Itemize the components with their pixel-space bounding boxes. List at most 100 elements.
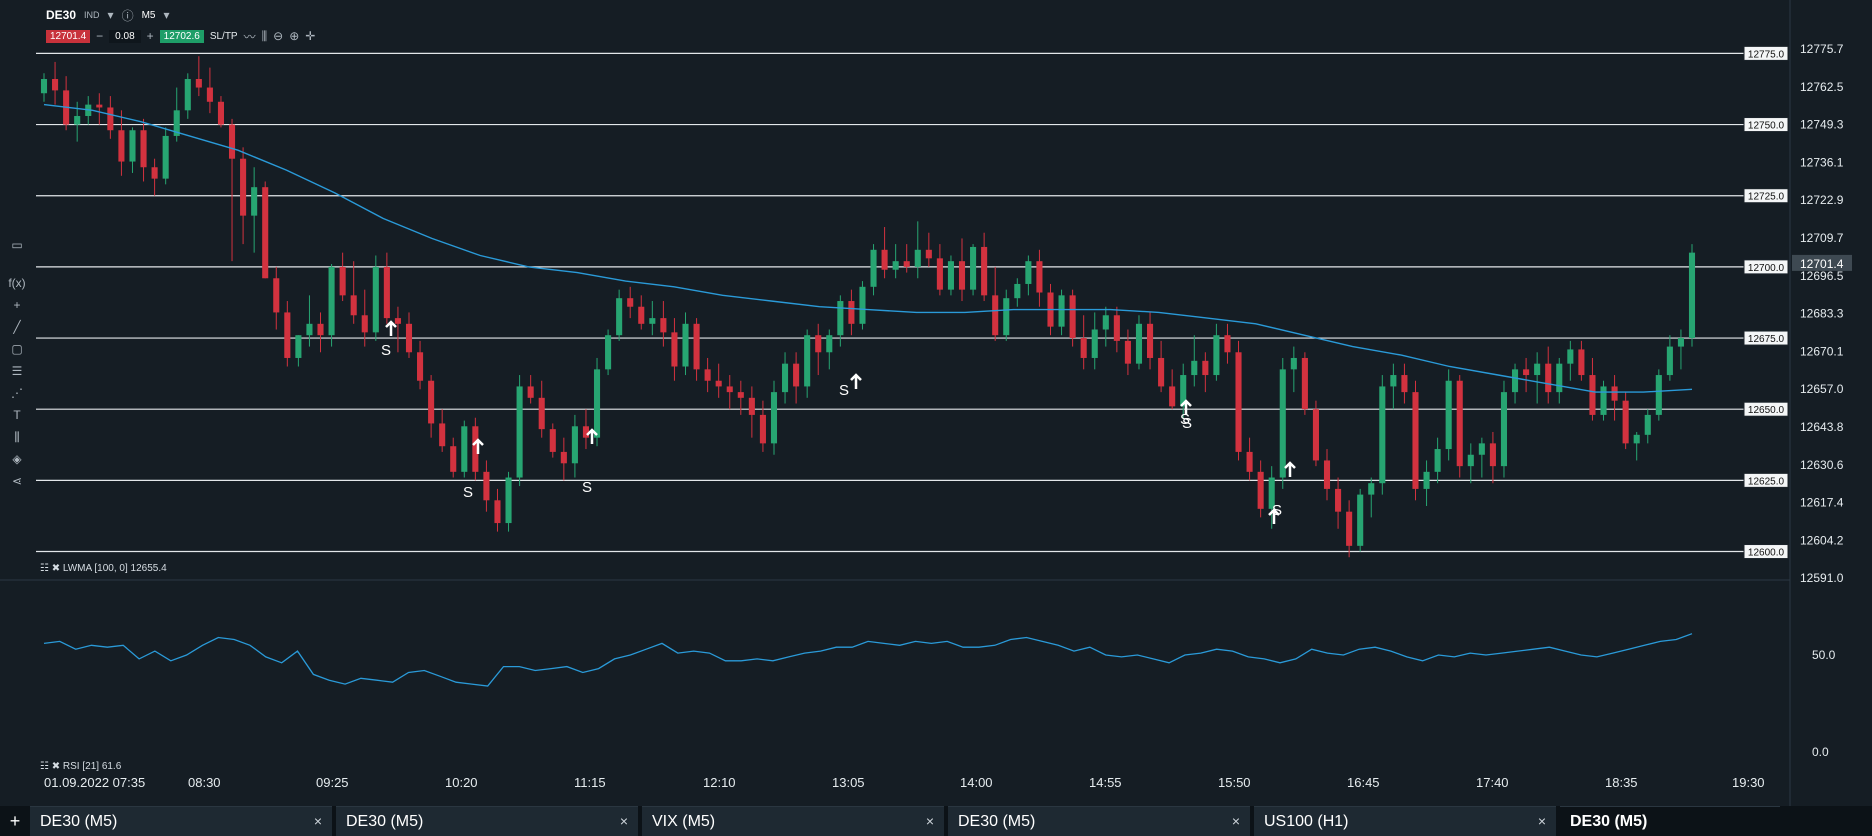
x-tick-label: 09:25 — [316, 775, 349, 790]
x-tick-label: 14:00 — [960, 775, 993, 790]
candle-body — [1113, 315, 1120, 341]
candle-body — [1323, 460, 1331, 489]
candle-body — [1633, 434, 1640, 444]
candle-body — [1346, 511, 1353, 546]
candle-body — [417, 352, 424, 381]
candle-body — [715, 380, 722, 387]
line-chart-icon[interactable]: 〰 — [243, 29, 256, 44]
candle-body — [947, 261, 954, 290]
timeframe-chevron-icon[interactable]: ▾ — [163, 8, 170, 22]
indicator-settings-icon[interactable]: ☷ ✖ — [40, 563, 61, 574]
candle-body — [1036, 261, 1043, 293]
close-icon[interactable]: × — [313, 813, 322, 829]
candle-body — [361, 315, 368, 333]
candle-body — [317, 323, 324, 336]
candle-body — [1257, 471, 1264, 509]
layers-icon[interactable]: ◈ — [12, 452, 22, 466]
candle-body — [748, 397, 755, 415]
volume-decrease-icon[interactable]: − — [96, 29, 104, 43]
fibonacci-tool-icon[interactable]: ☰ — [11, 364, 23, 378]
candle-body — [162, 135, 169, 179]
tab-chart-4[interactable]: DE30 (M5) × — [948, 806, 1250, 836]
candle-body — [1600, 386, 1607, 415]
candle-body — [262, 187, 269, 279]
tab-chart-1[interactable]: DE30 (M5) × — [30, 806, 332, 836]
close-icon[interactable]: × — [925, 813, 934, 829]
candle-body — [793, 363, 800, 387]
zoom-in-icon[interactable]: ⊕ — [289, 29, 300, 43]
candle-body — [328, 266, 335, 336]
price-chart[interactable]: 12775.0 12750.0 12725.0 12700.0 12675.0 12650… — [0, 0, 1872, 806]
close-icon[interactable]: × — [1537, 813, 1546, 829]
candle-body — [1467, 454, 1474, 467]
x-tick-label: 16:45 — [1347, 775, 1380, 790]
indicators-icon[interactable]: ⫼ — [261, 28, 268, 43]
level-label-box — [1743, 544, 1789, 560]
candle-body — [173, 110, 180, 136]
add-tab-icon[interactable]: + — [9, 810, 21, 831]
rsi-label[interactable]: ☷ ✖ RSI [21] 61.6 — [40, 761, 121, 772]
zoom-out-icon[interactable]: ⊖ — [273, 29, 284, 43]
info-icon[interactable]: ⓘ — [121, 8, 134, 23]
y-tick-label: 12617.4 — [1800, 496, 1844, 510]
candle-body — [1644, 414, 1651, 435]
line-tool-icon[interactable]: ╱ — [13, 320, 21, 334]
candle-body — [1423, 471, 1430, 489]
candle-body — [737, 392, 744, 398]
current-price-marker — [1792, 254, 1852, 271]
tab-chart-3[interactable]: VIX (M5) × — [642, 806, 944, 836]
candle-body — [627, 298, 634, 307]
buy-price-button[interactable]: 12702.6 — [159, 29, 204, 43]
close-icon[interactable]: × — [619, 813, 628, 829]
share-icon[interactable]: ⋖ — [11, 474, 23, 488]
text-tool-icon[interactable]: T — [13, 408, 21, 422]
signal-arrow-icon — [1284, 461, 1296, 477]
candle-body — [472, 426, 479, 472]
columns-icon[interactable]: ⫼ — [14, 430, 20, 444]
sell-price-button[interactable]: 12701.4 — [46, 29, 91, 43]
candle-body — [582, 426, 590, 438]
candle-body — [1368, 483, 1375, 495]
level-label-box — [1743, 259, 1789, 275]
screen-icon[interactable]: ▭ — [11, 238, 23, 252]
pitchfork-tool-icon[interactable]: ⋰ — [11, 386, 23, 400]
candle-body — [892, 261, 899, 270]
x-tick-label: 14:55 — [1089, 775, 1122, 790]
tab-label: DE30 (M5) — [958, 812, 1036, 830]
lwma-label[interactable]: ☷ ✖ LWMA [100, 0] 12655.4 — [40, 563, 167, 574]
candle-body — [1135, 323, 1143, 364]
candle-body — [726, 386, 733, 393]
tab-chart-6-active[interactable]: DE30 (M5) — [1560, 806, 1780, 836]
symbol-name[interactable]: DE30 — [46, 8, 77, 22]
y-tick-label: 12775.7 — [1800, 42, 1844, 56]
candle-body — [958, 261, 966, 290]
function-icon[interactable]: f(x) — [8, 276, 26, 290]
chart-tabs: + DE30 (M5) × DE30 (M5) × VIX (M5) × DE30 (… — [0, 806, 1872, 836]
candle-body — [1069, 295, 1076, 339]
symbol-dropdown-chevron-icon[interactable]: ▾ — [107, 8, 114, 22]
tab-chart-5[interactable]: US100 (H1) × — [1254, 806, 1556, 836]
rsi-tick-label: 0.0 — [1812, 745, 1829, 759]
volume-increase-icon[interactable]: + — [146, 29, 154, 43]
candle-body — [826, 335, 833, 353]
crosshair-icon[interactable]: ✛ — [305, 29, 316, 43]
y-tick-label: 12736.1 — [1800, 155, 1844, 169]
tab-label: DE30 (M5) — [40, 812, 118, 830]
x-tick-label: 19:30 — [1732, 775, 1765, 790]
tab-chart-2[interactable]: DE30 (M5) × — [336, 806, 638, 836]
candle-body — [804, 335, 811, 387]
close-icon[interactable]: × — [1231, 813, 1240, 829]
candle-body — [1556, 363, 1563, 393]
candle-body — [228, 124, 236, 159]
rsi-settings-icon[interactable]: ☷ ✖ — [40, 761, 61, 772]
y-tick-label: 12709.7 — [1800, 231, 1844, 245]
volume-input[interactable]: 0.08 — [109, 29, 141, 43]
candle-body — [759, 414, 766, 444]
sltp-button[interactable]: SL/TP — [209, 30, 238, 42]
rectangle-tool-icon[interactable]: ▢ — [11, 342, 23, 356]
candle-body — [1235, 352, 1242, 452]
candle-body — [682, 323, 689, 367]
crosshair-tool-icon[interactable]: + — [13, 298, 21, 312]
candle-body — [1478, 443, 1485, 455]
timeframe-select[interactable]: M5 — [141, 9, 156, 21]
